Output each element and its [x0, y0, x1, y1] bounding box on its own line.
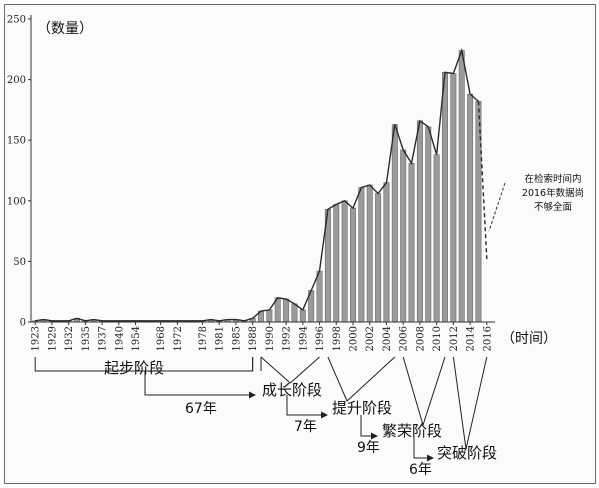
x-tick-label: 1940: [114, 326, 125, 351]
x-tick-label: 1978: [198, 326, 209, 351]
stage-label-3: 提升阶段: [332, 399, 392, 417]
note-line-3: 不够全面: [534, 201, 572, 213]
x-tick-label: 1990: [265, 326, 276, 351]
x-tick-label: 1968: [156, 326, 167, 351]
x-tick-label: 2008: [415, 326, 426, 351]
bar: [366, 184, 373, 323]
x-tick-label: 2004: [382, 326, 393, 351]
duration-arrowhead-2: [321, 411, 328, 419]
x-tick-label: 1935: [81, 326, 92, 351]
note-line-2: 2016年数据尚: [522, 187, 584, 199]
bar: [408, 162, 415, 323]
bar: [333, 204, 340, 323]
bar: [400, 149, 407, 323]
bar-series: [32, 50, 482, 323]
bar: [299, 309, 306, 323]
bar: [291, 303, 298, 323]
x-tick-label: 1985: [231, 326, 242, 351]
stage-duration-1: 67年: [185, 401, 217, 417]
bar: [266, 309, 273, 323]
x-tick-label: 1932: [64, 326, 75, 351]
bracket-stage-3: [327, 356, 396, 402]
x-tick-label: 2006: [399, 326, 410, 351]
stage-duration-4: 6年: [409, 462, 432, 478]
bar: [283, 298, 290, 323]
x-tick-label: 2002: [365, 326, 376, 351]
bar: [467, 93, 474, 323]
duration-arrow-1: [144, 371, 255, 396]
duration-arrow-4: [413, 436, 433, 459]
x-tick-label: 1994: [298, 326, 309, 351]
bar: [425, 126, 432, 323]
bar: [416, 120, 423, 323]
x-axis-ticks: 1923 1929 1932 1935 1937 1940 1954 1968 1972 1978…: [31, 322, 493, 351]
bar: [350, 207, 356, 323]
note-line-1: 在检索时间内: [524, 173, 581, 185]
bracket-stage-2: [260, 356, 320, 384]
duration-arrow-2: [286, 395, 327, 416]
y-tick-label: 150: [7, 136, 26, 147]
chart-frame: 0 50 100 150 200 250 1923 1929 1932 1935 1937 1940…: [4, 4, 596, 484]
y-axis-label: （数量）: [37, 21, 93, 37]
stage-label-4: 繁荣阶段: [382, 422, 442, 440]
bracket-stage-5: [452, 356, 488, 450]
bar: [433, 154, 440, 323]
stage-duration-2: 7年: [294, 419, 317, 435]
x-tick-label: 1998: [332, 326, 343, 351]
bar: [475, 101, 482, 323]
duration-arrow-3: [360, 415, 377, 437]
x-tick-label: 1937: [98, 326, 109, 351]
x-tick-label: 2014: [466, 326, 477, 351]
y-tick-label: 0: [20, 318, 26, 329]
y-tick-label: 250: [7, 15, 26, 26]
bar: [442, 72, 448, 323]
y-tick-label: 200: [7, 75, 26, 86]
y-axis-ticks: 0 50 100 150 200 250: [7, 15, 31, 329]
stage-label-1: 起步阶段: [104, 359, 164, 377]
y-tick-label: 50: [13, 257, 26, 268]
x-tick-label: 1972: [173, 326, 184, 351]
x-tick-label: 2000: [349, 326, 360, 351]
x-tick-label: 1954: [131, 326, 142, 351]
x-tick-label: 1929: [47, 326, 58, 351]
x-axis-label: （时间）: [501, 331, 557, 347]
stage-label-5: 突破阶段: [437, 444, 497, 462]
x-tick-label: 1988: [248, 326, 259, 351]
stage-brackets: [34, 356, 488, 462]
bar: [358, 187, 365, 323]
x-tick-label: 2010: [432, 326, 443, 351]
note-pointer: [488, 182, 506, 232]
bar: [391, 124, 398, 323]
stage-annotations: 起步阶段 成长阶段 提升阶段 繁荣阶段 突破阶段 67年 7年 9年 6年: [104, 359, 497, 478]
annotation-note: 在检索时间内 2016年数据尚 不够全面: [488, 173, 584, 232]
duration-arrowhead-1: [249, 391, 256, 399]
bar: [375, 193, 382, 323]
duration-arrowhead-4: [427, 454, 434, 462]
stage-label-2: 成长阶段: [262, 381, 322, 399]
y-tick-label: 100: [7, 196, 26, 207]
x-tick-label: 2012: [449, 326, 460, 351]
chart-svg: 0 50 100 150 200 250 1923 1929 1932 1935 1937 1940…: [7, 15, 584, 479]
x-tick-label: 1996: [315, 326, 326, 351]
x-tick-label: 2016: [482, 326, 493, 351]
duration-arrowhead-3: [371, 432, 378, 440]
bar: [383, 182, 390, 323]
bar: [450, 73, 457, 323]
bracket-stage-4: [402, 356, 446, 427]
incomplete-data-dashed-line: [477, 101, 488, 260]
x-tick-label: 1981: [215, 326, 226, 351]
x-tick-label: 1923: [31, 326, 42, 351]
bar: [341, 200, 348, 323]
bar: [316, 270, 323, 323]
bar: [458, 50, 465, 323]
stage-duration-3: 9年: [357, 440, 380, 456]
series-outline: [35, 47, 479, 322]
x-tick-label: 1992: [282, 326, 293, 351]
